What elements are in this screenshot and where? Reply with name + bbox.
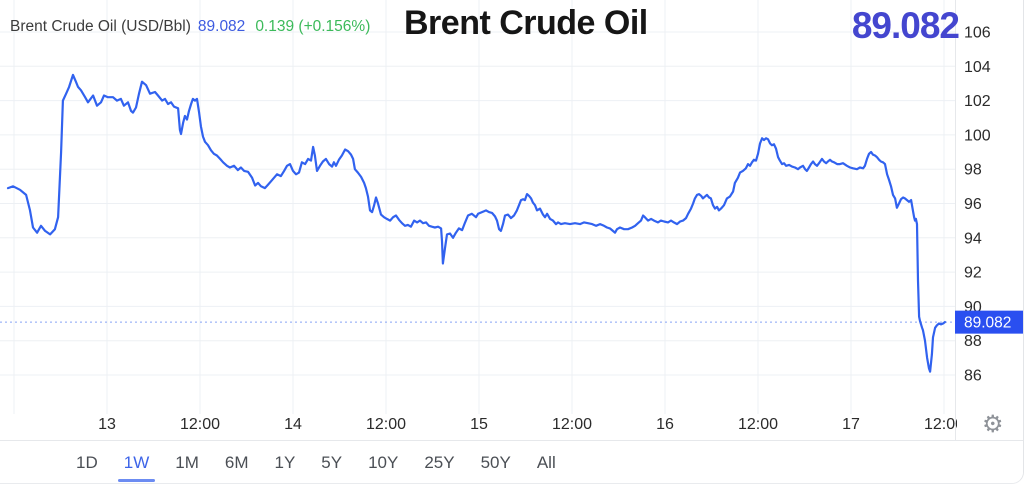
x-axis-label: 13	[98, 416, 116, 433]
y-axis-label: 92	[964, 265, 982, 282]
x-axis-label: 12:00	[366, 416, 406, 433]
x-axis-labels: 13 12:00 14 12:00 15 12:00 16 12:00 17 12:00	[98, 416, 964, 433]
x-axis-label: 15	[470, 416, 488, 433]
y-axis-label: 86	[964, 368, 982, 385]
legend-symbol-label: Brent Crude Oil (USD/Bbl)	[10, 18, 191, 35]
range-button-25y[interactable]: 25Y	[424, 452, 455, 472]
x-axis-label: 12:00	[180, 416, 220, 433]
y-axis-label: 94	[964, 230, 982, 247]
y-axis-label: 104	[964, 59, 991, 76]
x-axis-label: 17	[842, 416, 860, 433]
range-button-50y[interactable]: 50Y	[480, 452, 511, 472]
range-button-1w[interactable]: 1W	[117, 451, 155, 482]
y-axis-label: 96	[964, 196, 982, 213]
x-axis-label: 14	[284, 416, 302, 433]
legend-price: 89.082	[197, 18, 246, 35]
page-title: Brent Crude Oil	[404, 4, 648, 42]
y-axis-label: 102	[964, 93, 991, 110]
x-axis-label: 16	[656, 416, 674, 433]
x-axis-label: 12:00	[924, 416, 964, 433]
range-button-1d[interactable]: 1D	[76, 452, 98, 472]
x-axis-label: 12:00	[738, 416, 778, 433]
legend: Brent Crude Oil (USD/Bbl) 89.082 0.139 (…	[10, 18, 370, 36]
range-button-10y[interactable]: 10Y	[368, 452, 399, 472]
y-axis-label: 100	[964, 127, 991, 144]
price-line-series	[6, 73, 947, 373]
current-price-readout: 89.082	[851, 5, 960, 46]
range-toolbar: 1D 1W 1M 6M 1Y 5Y 10Y 25Y 50Y All	[0, 441, 1023, 483]
range-button-1m[interactable]: 1M	[175, 452, 199, 472]
range-button-6m[interactable]: 6M	[224, 452, 249, 472]
range-button-5y[interactable]: 5Y	[321, 452, 343, 472]
range-button-all[interactable]: All	[536, 452, 556, 472]
x-axis-label: 12:00	[552, 416, 592, 433]
y-axis-label: 98	[964, 162, 982, 179]
y-axis-label: 88	[964, 333, 982, 350]
settings-gear-icon[interactable]: ⚙	[982, 411, 1004, 438]
current-price-badge-label: 89.082	[964, 315, 1011, 332]
range-button-1y[interactable]: 1Y	[274, 452, 296, 472]
current-price-badge	[955, 310, 1023, 334]
legend-change: 0.139 (+0.156%)	[255, 18, 371, 35]
y-axis-label: 106	[964, 25, 991, 42]
